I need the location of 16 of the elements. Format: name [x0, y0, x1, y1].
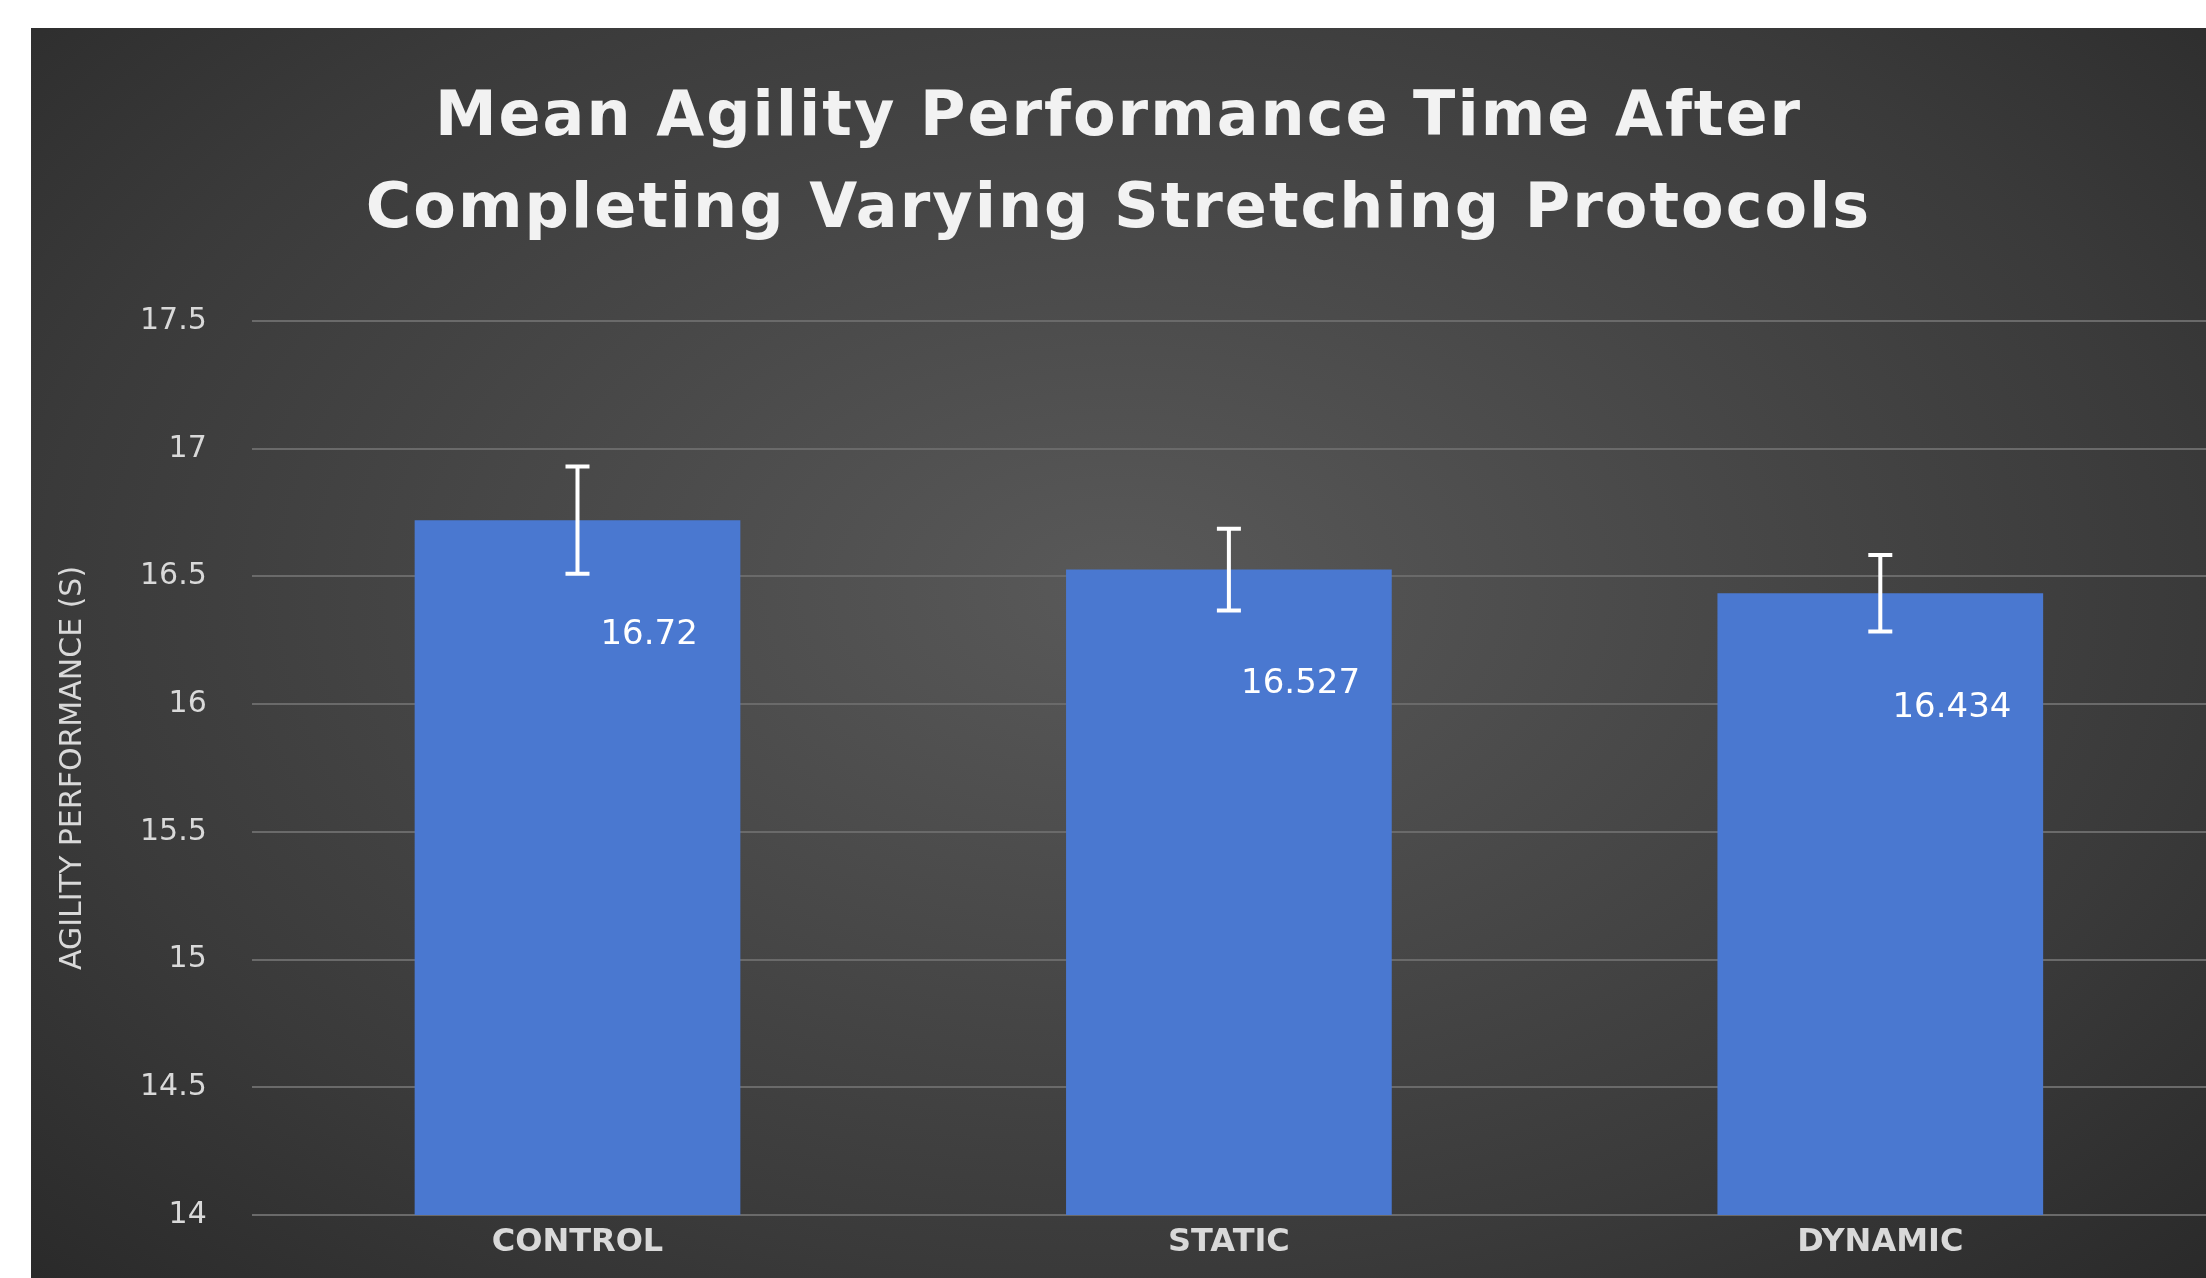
chart-title: Mean Agility Performance Time After Completing Varying Stretching Protocols [364, 76, 1873, 244]
data-label: 16.72 [600, 612, 698, 653]
y-tick-label: 16 [168, 683, 207, 719]
x-tick-label: DYNAMIC [1797, 1220, 1964, 1259]
y-tick-label: 14.5 [140, 1067, 207, 1103]
y-tick-label: 17.5 [140, 300, 207, 336]
y-tick-label: 15 [168, 939, 207, 975]
x-tick-label: STATIC [1167, 1220, 1290, 1259]
y-axis-title: AGILITY PERFORMANCE (S) [52, 565, 88, 971]
y-tick-label: 15.5 [140, 811, 207, 847]
data-label: 16.434 [1892, 685, 2012, 726]
y-tick-label: 14 [168, 1194, 207, 1230]
data-label: 16.527 [1241, 661, 1361, 702]
y-tick-label: 16.5 [140, 556, 207, 592]
x-tick-label: CONTROL [491, 1220, 664, 1259]
y-tick-label: 17 [168, 428, 207, 464]
